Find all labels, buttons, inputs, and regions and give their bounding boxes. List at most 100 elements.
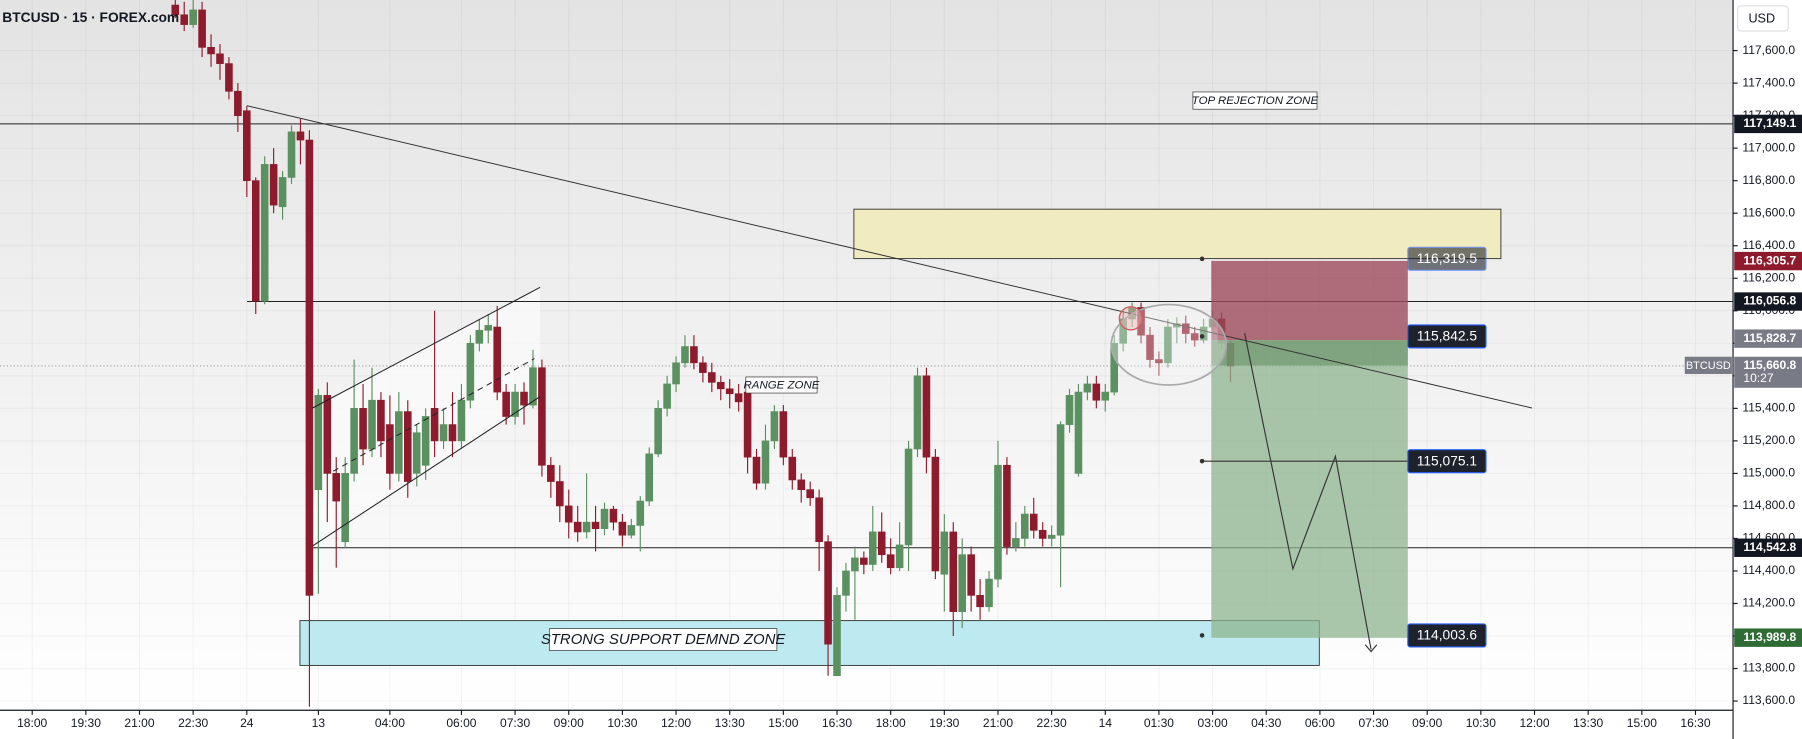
drawings-over: TOP REJECTION ZONE RANGE ZONE STRONG SUP… <box>246 91 1533 653</box>
candle-body <box>663 383 671 409</box>
x-tick-label: 21:00 <box>124 716 154 730</box>
candle-body <box>1083 383 1092 393</box>
candle-body <box>305 139 314 596</box>
candle-body <box>931 456 940 572</box>
candle-body <box>511 391 519 417</box>
trend-line <box>246 105 1533 409</box>
candle-body <box>788 456 797 481</box>
candle-body <box>1137 307 1145 336</box>
price-tag <box>1734 329 1802 348</box>
candle-body <box>958 554 966 612</box>
candle-body <box>851 557 859 572</box>
candle-body <box>189 9 197 25</box>
candle-body <box>323 394 332 474</box>
candle-body <box>556 481 564 507</box>
price-tag <box>1734 628 1802 647</box>
symbol-tag-label: BTCUSD <box>1686 360 1731 372</box>
candle-body <box>430 408 439 442</box>
candle-body <box>403 411 412 482</box>
currency: USD <box>1748 11 1775 25</box>
price-tag <box>1734 251 1802 271</box>
candle-body <box>421 416 430 466</box>
candle-body <box>1190 333 1199 341</box>
candle-body <box>287 131 296 178</box>
candle-body <box>395 411 403 474</box>
candle-body <box>833 595 841 677</box>
position-label-box <box>1407 449 1487 474</box>
candle-body <box>529 367 537 406</box>
candle-body <box>1164 326 1172 364</box>
y-tick-label: 117,000.0 <box>1742 140 1795 154</box>
price-tag-label: 115,660.8 <box>1743 358 1796 372</box>
position-label-box <box>1407 246 1487 271</box>
candle-body <box>994 464 1002 580</box>
candle-body <box>725 388 734 395</box>
candle-body <box>1003 464 1011 547</box>
candle-body <box>1012 538 1020 547</box>
candle-body <box>1038 529 1047 539</box>
x-tick-label: 13 <box>312 716 326 730</box>
x-tick-label: 06:00 <box>1305 716 1335 730</box>
candle-body <box>350 408 358 474</box>
channel-top <box>312 286 541 409</box>
x-tick-label: 09:00 <box>554 716 584 730</box>
candle-body <box>1146 334 1154 360</box>
candle-body <box>904 448 913 546</box>
x-tick-label: 06:00 <box>446 716 476 730</box>
candle-body <box>564 505 573 523</box>
y-tick-label: 114,800.0 <box>1742 498 1795 512</box>
price-tag-label: 116,056.8 <box>1743 294 1796 308</box>
x-tick-label: 24 <box>240 716 254 730</box>
countdown: 10:27 <box>1743 371 1773 385</box>
annotation: TOP REJECTION ZONE <box>1192 95 1319 107</box>
note-box <box>548 628 778 651</box>
x-tick-label: 13:30 <box>1573 716 1603 730</box>
position-label: 115,075.1 <box>1417 453 1477 468</box>
entry-zone <box>1211 340 1408 366</box>
price-tag-label: 117,149.1 <box>1743 116 1796 130</box>
anchor-dot <box>1199 458 1205 464</box>
candle-body <box>877 531 886 556</box>
x-tick-label: 15:00 <box>1627 716 1657 730</box>
candle-body <box>770 411 779 442</box>
candle-body <box>171 4 180 16</box>
x-tick-label: 07:30 <box>1358 716 1388 730</box>
candle-body <box>734 393 743 403</box>
candle-body <box>699 362 707 373</box>
candle-body <box>538 367 546 466</box>
candle-body <box>1021 513 1029 539</box>
support-zone-box <box>299 620 1320 666</box>
annotation: RANGE ZONE <box>744 380 820 392</box>
position-label: 114,003.6 <box>1417 628 1478 643</box>
candle-body <box>1101 391 1110 401</box>
price-tag <box>1734 114 1802 134</box>
channel-bottom <box>312 396 541 547</box>
note-box <box>745 376 818 394</box>
candle-body <box>448 424 457 442</box>
x-tick-label: 19:30 <box>71 716 101 730</box>
candle-body <box>743 391 752 458</box>
position-label-box <box>1407 623 1487 648</box>
candle-body <box>824 541 832 645</box>
candle-body <box>716 381 725 390</box>
candle-body <box>216 53 224 64</box>
candle-body <box>502 391 510 417</box>
candle-body <box>582 521 591 533</box>
y-tick-label: 114,400.0 <box>1742 563 1795 577</box>
x-tick-label: 13:30 <box>715 716 745 730</box>
candle-body <box>895 544 904 569</box>
price-tag-label: 114,542.8 <box>1743 540 1796 554</box>
candle-body <box>466 342 475 401</box>
candle-body <box>976 595 984 608</box>
candle-body <box>386 424 394 474</box>
x-tick-label: 18:00 <box>17 716 47 730</box>
x-tick-label: 12:00 <box>661 716 691 730</box>
candle-body <box>609 508 618 523</box>
x-tick-label: 07:30 <box>500 716 530 730</box>
x-tick-label: 22:30 <box>178 716 208 730</box>
candle-body <box>493 326 501 393</box>
top-zone-box <box>853 208 1502 260</box>
x-tick-label: 22:30 <box>1037 716 1067 730</box>
